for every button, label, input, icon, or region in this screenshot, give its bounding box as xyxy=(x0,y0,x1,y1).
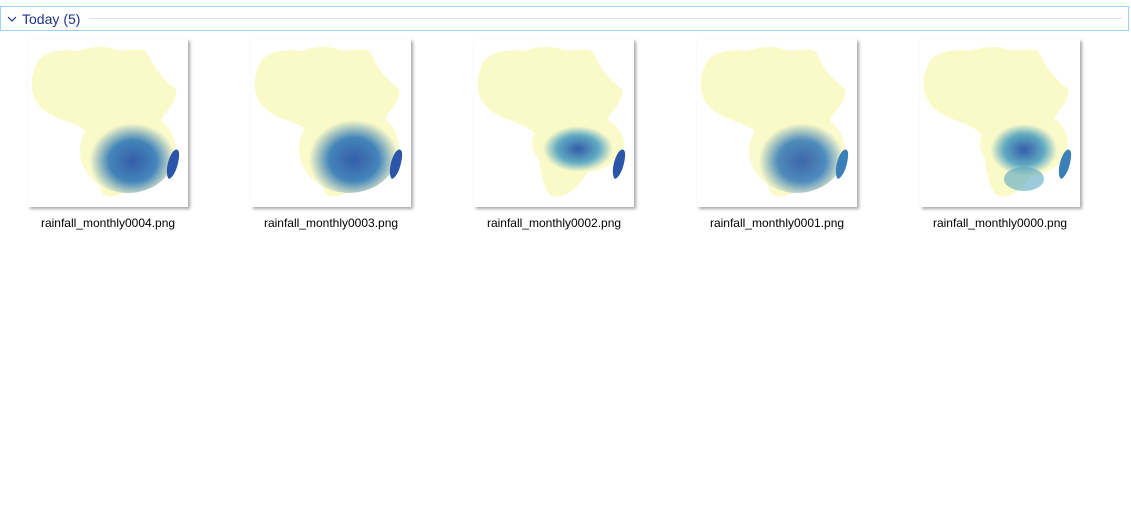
file-item[interactable]: rainfall_monthly0004.png xyxy=(0,34,200,239)
file-grid: rainfall_monthly0004.png rainfall_monthl… xyxy=(0,34,1131,254)
file-item[interactable]: rainfall_monthly0000.png xyxy=(892,34,1092,239)
file-name[interactable]: rainfall_monthly0002.png xyxy=(486,216,622,230)
file-name[interactable]: rainfall_monthly0000.png xyxy=(932,216,1068,230)
chevron-down-icon[interactable] xyxy=(7,14,17,24)
file-name[interactable]: rainfall_monthly0001.png xyxy=(709,216,845,230)
group-title: Today xyxy=(22,10,60,27)
group-header-today[interactable]: Today (5) xyxy=(0,6,1129,31)
file-name[interactable]: rainfall_monthly0003.png xyxy=(263,216,399,230)
file-item[interactable]: rainfall_monthly0002.png xyxy=(446,34,646,239)
file-name[interactable]: rainfall_monthly0004.png xyxy=(40,216,176,230)
image-thumbnail xyxy=(474,39,634,207)
file-item[interactable]: rainfall_monthly0003.png xyxy=(223,34,423,239)
file-item[interactable]: rainfall_monthly0001.png xyxy=(669,34,869,239)
group-count: (5) xyxy=(63,10,81,27)
image-thumbnail xyxy=(920,39,1080,207)
image-thumbnail xyxy=(28,39,188,207)
image-thumbnail xyxy=(697,39,857,207)
image-thumbnail xyxy=(251,39,411,207)
group-divider xyxy=(89,18,1122,19)
